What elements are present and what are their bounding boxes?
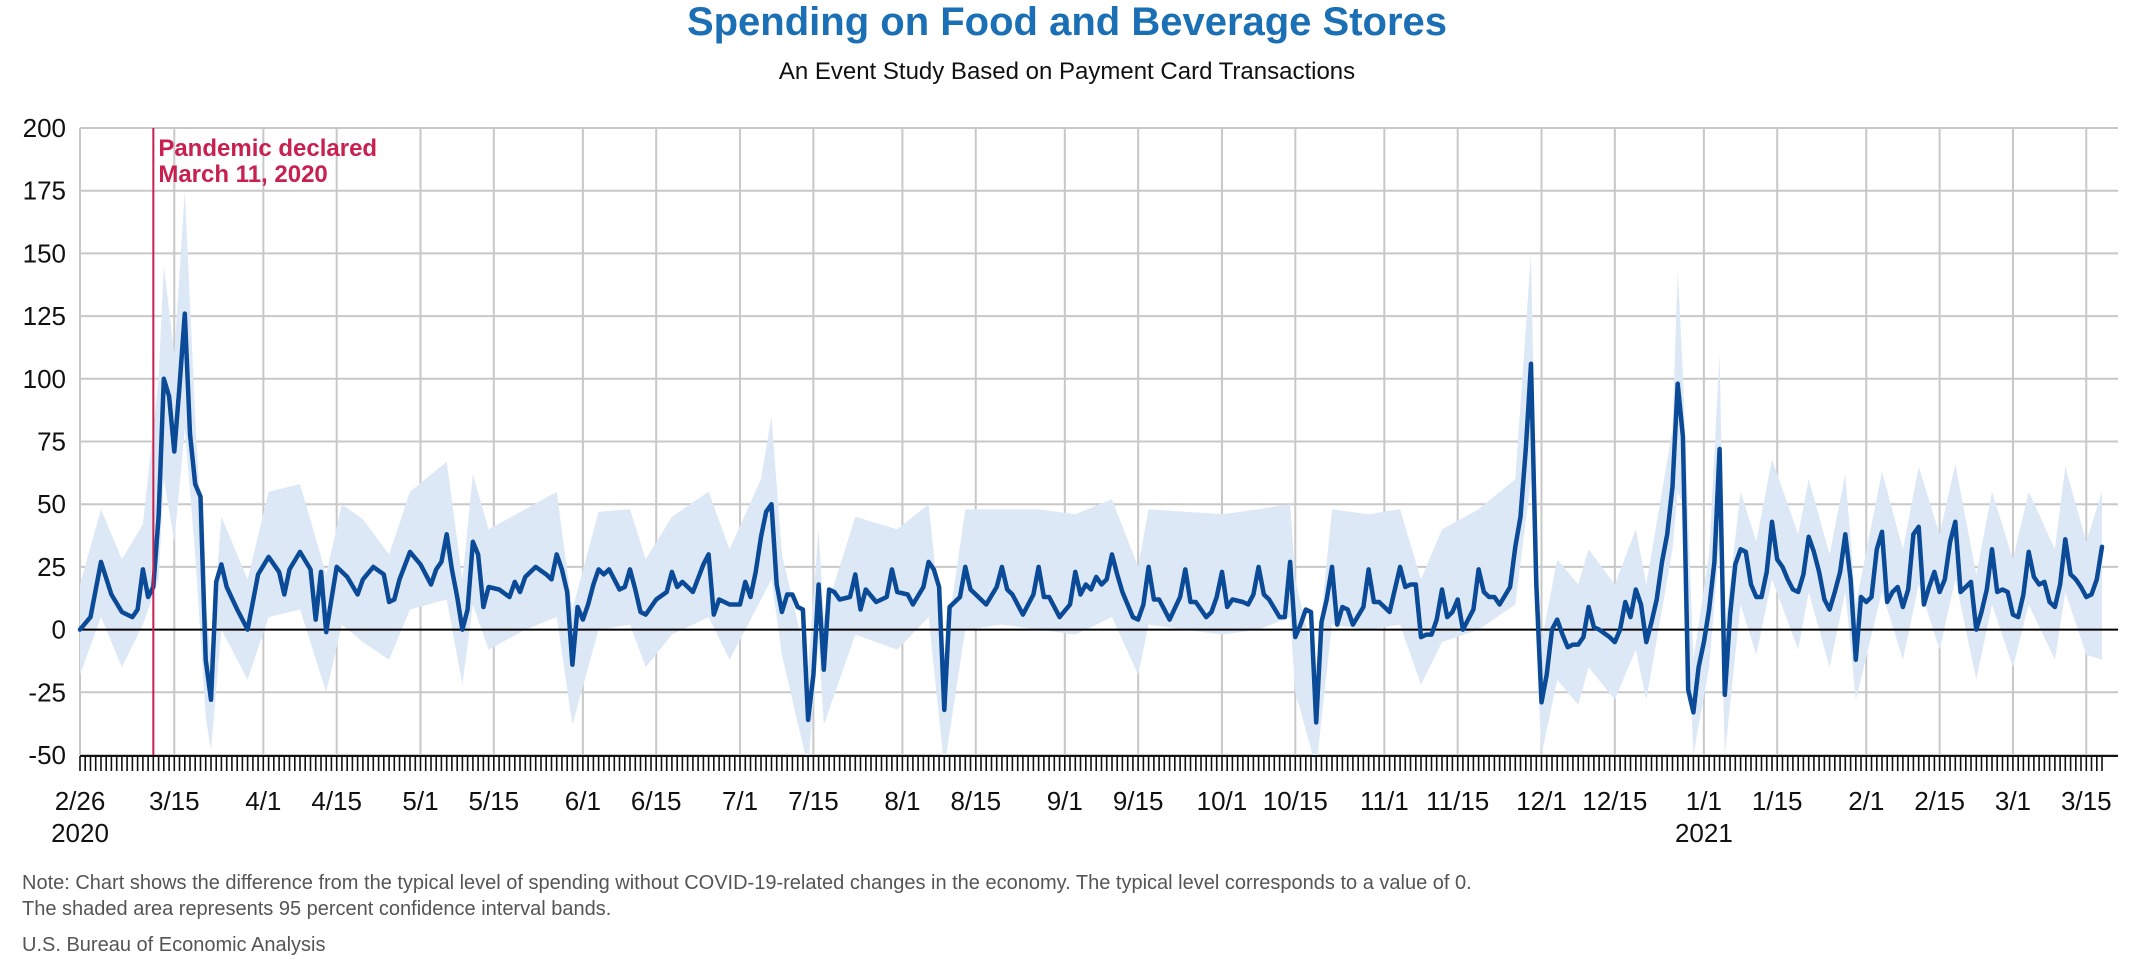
x-tick-label: 9/1 [1047,786,1083,816]
x-tick-label: 2/26 [55,786,106,816]
y-tick-label: 50 [37,489,66,519]
x-tick-label: 9/15 [1113,786,1164,816]
x-year-label: 2020 [51,818,109,848]
y-tick-label: 75 [37,427,66,457]
y-tick-label: 25 [37,552,66,582]
x-tick-label: 1/15 [1752,786,1803,816]
x-tick-label: 8/15 [950,786,1001,816]
x-tick-label: 7/15 [788,786,839,816]
axes: -50-2502550751001251501752002/2620203/15… [23,113,2118,848]
x-tick-label: 11/1 [1360,786,1409,816]
x-tick-label: 6/15 [631,786,682,816]
note-line-1: Note: Chart shows the difference from th… [22,872,1472,894]
x-tick-label: 7/1 [722,786,758,816]
x-tick-label: 6/1 [565,786,601,816]
confidence-band [80,190,2102,768]
y-tick-label: -50 [28,740,66,770]
source-label: U.S. Bureau of Economic Analysis [22,934,326,956]
y-tick-label: 0 [52,615,66,645]
x-axis-day-ticks [79,756,2103,771]
x-tick-label: 5/1 [402,786,438,816]
grid-lines [79,127,2118,756]
x-tick-label: 2/1 [1848,786,1884,816]
y-tick-label: 175 [23,176,66,206]
y-tick-label: 125 [23,301,66,331]
x-tick-label: 5/15 [469,786,520,816]
y-tick-label: 150 [23,238,66,268]
x-tick-label: 11/15 [1426,786,1489,816]
y-tick-label: 200 [23,113,66,143]
y-tick-label: 100 [23,364,66,394]
x-tick-label: 3/15 [149,786,200,816]
annotation-line-2: March 11, 2020 [158,161,327,188]
y-tick-label: -25 [28,677,66,707]
x-tick-label: 12/1 [1516,786,1567,816]
x-tick-label: 2/15 [1914,786,1965,816]
x-tick-label: 3/1 [1995,786,2031,816]
confidence-interval-band [80,190,2102,768]
x-tick-label: 12/15 [1582,786,1647,816]
x-tick-label: 10/15 [1263,786,1328,816]
x-year-label: 2021 [1675,818,1733,848]
chart-note: Note: Chart shows the difference from th… [22,870,2102,922]
x-tick-label: 4/1 [245,786,281,816]
note-line-2: The shaded area represents 95 percent co… [22,898,612,920]
x-tick-label: 1/1 [1686,786,1722,816]
x-tick-label: 4/15 [311,786,362,816]
chart-subtitle: An Event Study Based on Payment Card Tra… [778,58,1356,85]
annotation-line-1: Pandemic declared [158,135,377,162]
x-tick-label: 3/15 [2061,786,2112,816]
x-tick-label: 10/1 [1197,786,1248,816]
chart-title: Spending on Food and Beverage Stores [686,0,1448,44]
spending-series [77,311,2105,725]
x-tick-label: 8/1 [884,786,920,816]
